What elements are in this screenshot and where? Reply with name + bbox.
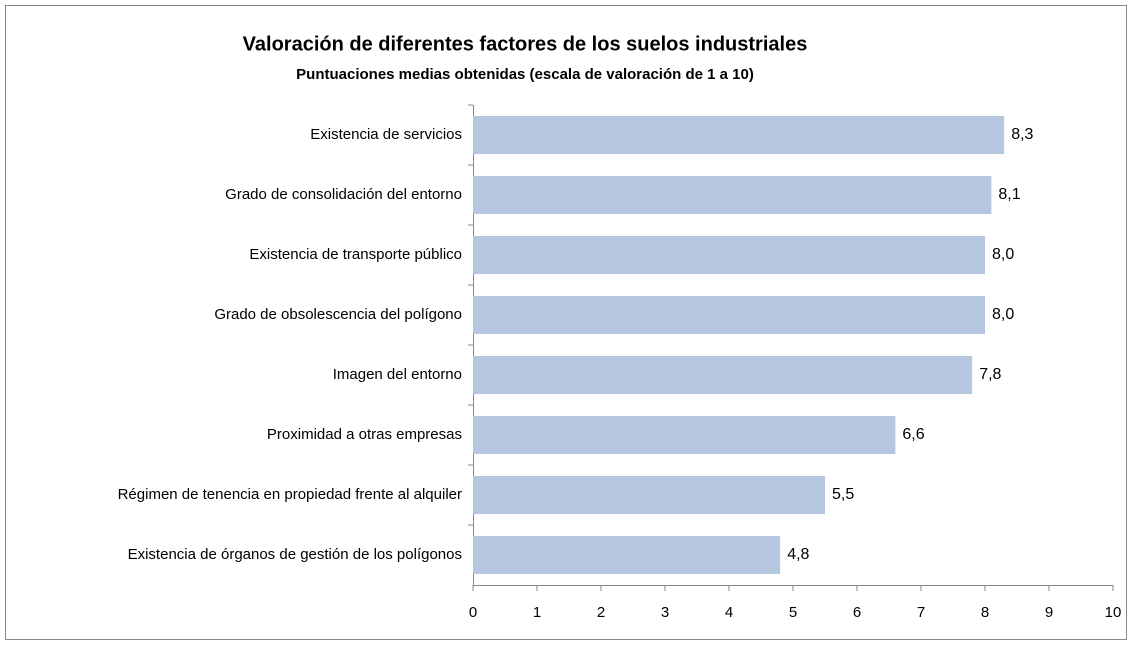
- y-tick-label: Grado de obsolescencia del polígono: [214, 306, 462, 323]
- chart-title: Valoración de diferentes factores de los…: [243, 33, 808, 55]
- x-tick-label: 5: [789, 604, 797, 621]
- bar: [473, 296, 985, 334]
- y-tick-label: Existencia de órganos de gestión de los …: [128, 546, 462, 563]
- bar: [473, 236, 985, 274]
- y-tick-label: Proximidad a otras empresas: [267, 426, 462, 443]
- value-label: 5,5: [832, 486, 854, 503]
- x-tick-label: 7: [917, 604, 925, 621]
- bar: [473, 356, 973, 394]
- value-label: 7,8: [979, 366, 1001, 383]
- y-tick-label: Grado de consolidación del entorno: [225, 186, 462, 203]
- x-tick-label: 0: [469, 604, 477, 621]
- x-tick-label: 10: [1105, 604, 1122, 621]
- bar: [473, 116, 1005, 154]
- y-tick-label: Imagen del entorno: [333, 366, 462, 383]
- x-tick-label: 8: [981, 604, 989, 621]
- value-label: 8,0: [992, 306, 1014, 323]
- x-tick-label: 2: [597, 604, 605, 621]
- value-label: 8,3: [1011, 126, 1033, 143]
- x-tick-label: 3: [661, 604, 669, 621]
- bar: [473, 416, 896, 454]
- x-tick-label: 9: [1045, 604, 1053, 621]
- value-label: 8,1: [998, 186, 1020, 203]
- y-tick-label: Existencia de servicios: [310, 126, 462, 143]
- chart-subtitle: Puntuaciones medias obtenidas (escala de…: [296, 66, 754, 83]
- bar: [473, 476, 825, 514]
- y-tick-label: Existencia de transporte público: [249, 246, 462, 263]
- value-label: 8,0: [992, 246, 1014, 263]
- x-tick-label: 4: [725, 604, 733, 621]
- x-tick-label: 1: [533, 604, 541, 621]
- value-label: 4,8: [787, 546, 809, 563]
- bar: [473, 536, 781, 574]
- value-label: 6,6: [902, 426, 924, 443]
- bar: [473, 176, 992, 214]
- x-tick-label: 6: [853, 604, 861, 621]
- y-tick-label: Régimen de tenencia en propiedad frente …: [118, 486, 462, 503]
